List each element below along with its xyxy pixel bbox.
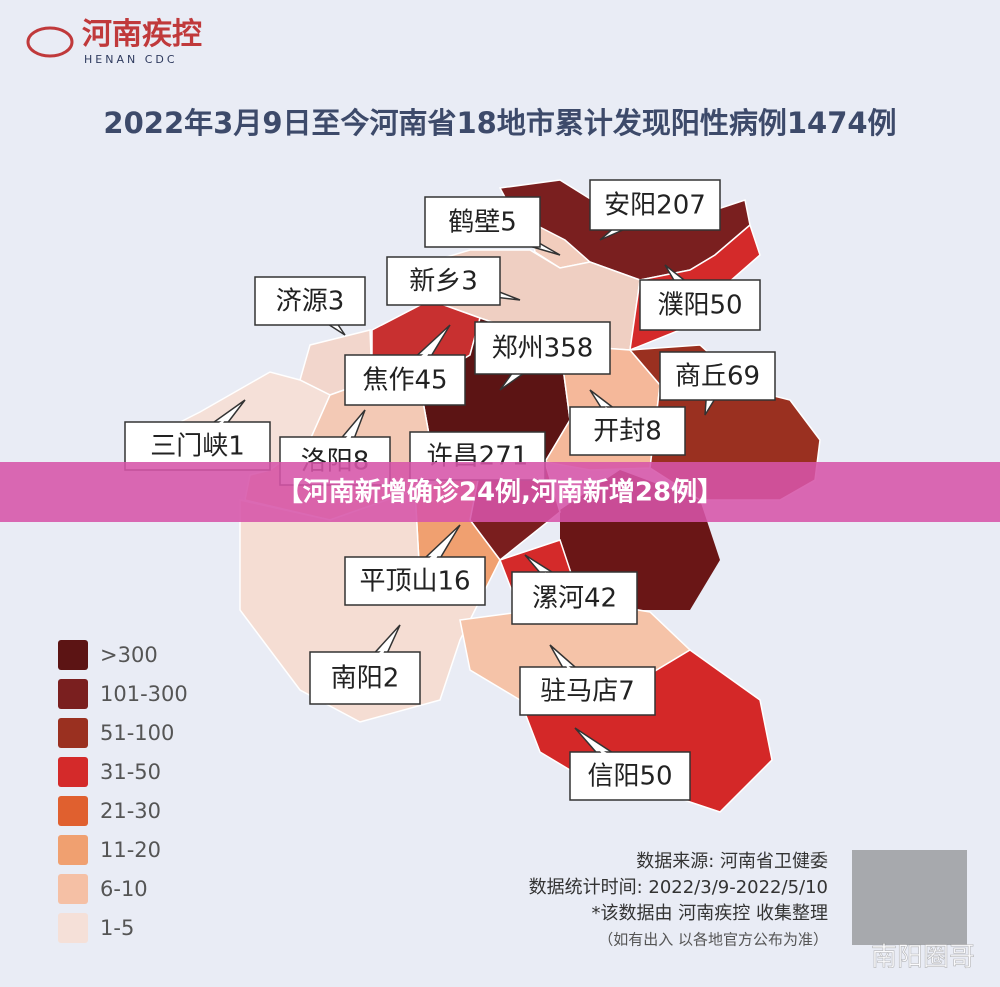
- legend-label: >300: [100, 643, 158, 667]
- region-label: 郑州358: [492, 334, 594, 364]
- callout-pointer-fill: [597, 747, 636, 783]
- callout-pointer-fill: [565, 663, 595, 697]
- watermark: 南阳圈哥: [871, 943, 975, 973]
- region-label: 信阳50: [587, 762, 672, 792]
- legend-label: 101-300: [100, 682, 188, 706]
- callout-pointer-fill: [479, 214, 529, 242]
- region-label: 新乡3: [409, 267, 478, 297]
- region-label: 开封8: [593, 417, 662, 447]
- region-label: 安阳207: [604, 191, 706, 221]
- legend-swatch: [58, 679, 88, 709]
- legend-swatch: [58, 640, 88, 670]
- source-line: （如有出入 以各地官方公布为准）: [598, 931, 828, 949]
- callout-pointer-fill: [679, 281, 707, 311]
- legend-swatch: [58, 913, 88, 943]
- region-label: 鹤壁5: [448, 208, 517, 238]
- legend-label: 31-50: [100, 760, 161, 784]
- region-label: 济源3: [276, 287, 345, 317]
- legend-label: 6-10: [100, 877, 148, 901]
- callout-pointer-fill: [441, 272, 490, 293]
- source-line: 数据统计时间: 2022/3/9-2022/5/10: [529, 877, 828, 898]
- legend-label: 21-30: [100, 799, 161, 823]
- region-label: 平顶山16: [359, 567, 470, 597]
- legend-swatch: [58, 757, 88, 787]
- source-line: *该数据由 河南疾控 收集整理: [592, 903, 828, 924]
- legend-swatch: [58, 718, 88, 748]
- region-label: 南阳2: [331, 664, 400, 694]
- region-label: 驻马店7: [540, 677, 635, 707]
- callout-pointer-fill: [357, 646, 386, 683]
- callout-pointer-fill: [408, 547, 442, 587]
- callout-box: [254, 276, 366, 326]
- logo-subtitle: HENAN CDC: [84, 53, 178, 66]
- qr-code-blurred: [852, 850, 967, 945]
- legend-swatch: [58, 874, 88, 904]
- logo-mark: [26, 26, 74, 58]
- legend-label: 51-100: [100, 721, 174, 745]
- callout-pointer-fill: [474, 448, 500, 465]
- callout-pointer-fill: [398, 347, 432, 386]
- callout-pointer-fill: [544, 572, 581, 605]
- region-label: 漯河42: [532, 584, 617, 614]
- callout-pointer-fill: [327, 430, 353, 466]
- banner: [0, 462, 1000, 522]
- region-label: 焦作45: [362, 366, 447, 396]
- callout-pointer-fill: [709, 373, 726, 400]
- logo-name: 河南疾控: [82, 17, 202, 52]
- legend-label: 1-5: [100, 916, 134, 940]
- region-label: 商丘69: [675, 362, 760, 392]
- callout-pointer-fill: [191, 418, 226, 453]
- region-label: 濮阳50: [657, 291, 742, 321]
- region-label: 三门峡1: [150, 432, 245, 462]
- callout-pointer-fill: [517, 341, 549, 374]
- callout-pointer-fill: [605, 406, 634, 437]
- callout-pointer-fill: [622, 197, 660, 226]
- legend: >300 101-300 51-100 31-50 21-30 11-20 6-10 1-5: [58, 640, 188, 943]
- banner-text: 【河南新增确诊24例,河南新增28例】: [277, 477, 723, 508]
- legend-swatch: [58, 796, 88, 826]
- callout-pointer-fill: [304, 294, 331, 322]
- source-line: 数据来源: 河南省卫健委: [636, 851, 828, 872]
- legend-swatch: [58, 835, 88, 865]
- title: 2022年3月9日至今河南省18地市累计发现阳性病例1474例: [103, 106, 896, 140]
- legend-label: 11-20: [100, 838, 161, 862]
